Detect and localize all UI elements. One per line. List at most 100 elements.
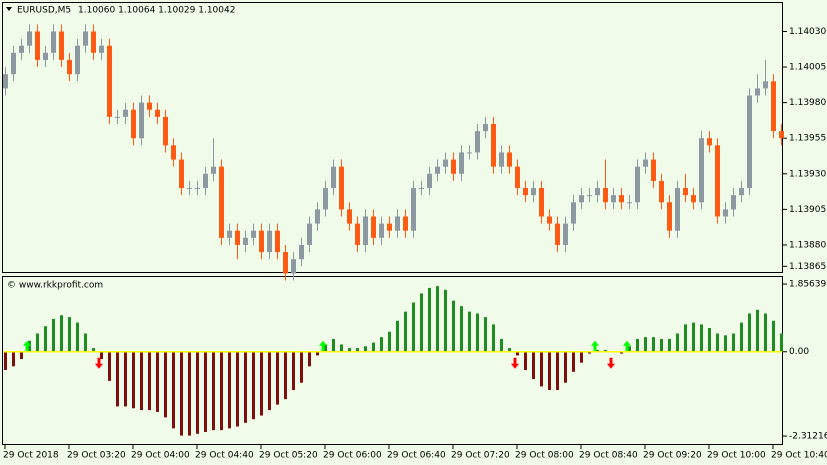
candle-body xyxy=(331,166,336,189)
candle-body xyxy=(515,166,520,189)
histogram-bar xyxy=(164,351,167,418)
histogram-bar xyxy=(420,293,423,352)
candle-body xyxy=(363,216,368,245)
histogram-bar xyxy=(764,313,767,352)
histogram-bar xyxy=(444,289,447,352)
histogram-bar xyxy=(100,351,103,360)
histogram-bar xyxy=(772,320,775,352)
histogram-bar xyxy=(20,351,23,360)
histogram-bar xyxy=(28,340,31,352)
histogram-bar xyxy=(596,349,599,352)
candle-body xyxy=(667,202,672,231)
candle-body xyxy=(35,31,40,60)
candle-body xyxy=(739,188,744,196)
histogram-bar xyxy=(244,351,247,423)
candle-body xyxy=(323,188,328,210)
x-tick-label: 29 Oct 04:00 xyxy=(131,451,190,461)
histogram-bar xyxy=(708,328,711,352)
histogram-bar xyxy=(396,320,399,352)
x-tick-label: 29 Oct 10:00 xyxy=(707,451,766,461)
y-tick-label: 1.13930 xyxy=(789,169,826,179)
x-tick-label: 29 Oct 10:40 xyxy=(771,451,827,461)
candle-body xyxy=(347,209,352,224)
candle-body xyxy=(275,230,280,253)
candle-body xyxy=(619,195,624,203)
candle-body xyxy=(491,123,496,167)
histogram-bar xyxy=(404,311,407,352)
histogram-bar xyxy=(620,351,623,354)
histogram-bar xyxy=(604,349,607,352)
candle-body xyxy=(115,116,120,118)
y-tick-label: 1.85639 xyxy=(789,280,826,290)
candle-body xyxy=(411,188,416,231)
histogram-bar xyxy=(356,348,359,352)
histogram-bar xyxy=(492,324,495,352)
candle-body xyxy=(731,195,736,210)
histogram-bar xyxy=(748,313,751,352)
histogram-bar xyxy=(180,351,183,436)
candle-body xyxy=(339,166,344,210)
histogram-bar xyxy=(60,315,63,352)
candle-body xyxy=(51,31,56,53)
candle-body xyxy=(723,209,728,217)
histogram-bar xyxy=(660,338,663,352)
candle-body xyxy=(691,195,696,203)
candle-body xyxy=(675,188,680,231)
candle-body xyxy=(395,216,400,231)
histogram-bar xyxy=(252,351,255,420)
histogram-bar xyxy=(308,351,311,367)
histogram-bar xyxy=(228,351,231,429)
histogram-bar xyxy=(724,335,727,352)
histogram-bar xyxy=(388,331,391,352)
candle-body xyxy=(83,31,88,46)
x-tick-label: 29 Oct 06:40 xyxy=(387,451,446,461)
candle-body xyxy=(435,166,440,174)
histogram-bar xyxy=(684,324,687,352)
candle-body xyxy=(699,138,704,203)
histogram-bar xyxy=(476,313,479,352)
histogram-bar xyxy=(516,351,519,356)
histogram-bar xyxy=(36,333,39,352)
candle-body xyxy=(195,188,200,190)
y-tick-label: 1.13865 xyxy=(789,262,826,272)
histogram-bar xyxy=(116,351,119,407)
histogram-bar xyxy=(780,333,783,352)
histogram-bar xyxy=(132,351,135,409)
candle-body xyxy=(211,166,216,174)
candle-body xyxy=(467,152,472,154)
candle-body xyxy=(171,145,176,160)
candle-body xyxy=(235,230,240,245)
menu-arrow[interactable] xyxy=(6,7,12,11)
candle-body xyxy=(715,145,720,217)
candle-body xyxy=(779,131,784,139)
candle-body xyxy=(763,81,768,89)
candle-body xyxy=(259,230,264,253)
candle-body xyxy=(579,195,584,203)
candle-body xyxy=(507,152,512,167)
sell-arrow xyxy=(607,357,615,369)
candle-body xyxy=(91,31,96,53)
sell-arrow xyxy=(95,357,103,369)
histogram-bar xyxy=(276,351,279,405)
histogram-bar xyxy=(644,337,647,352)
candle-body xyxy=(11,52,16,75)
candle-body xyxy=(451,159,456,174)
histogram-bar xyxy=(316,351,319,356)
candle-body xyxy=(595,188,600,196)
candle-body xyxy=(267,230,272,253)
x-tick-label: 29 Oct 09:20 xyxy=(643,451,702,461)
candle-body xyxy=(683,188,688,196)
candle-body xyxy=(227,230,232,238)
histogram-bar xyxy=(580,351,583,363)
candle-body xyxy=(475,131,480,153)
histogram-bar xyxy=(652,337,655,352)
histogram-bar xyxy=(148,351,151,411)
histogram-bar xyxy=(140,351,143,411)
buy-arrow xyxy=(319,340,327,352)
indicator-title: © www.rkkprofit.com xyxy=(7,281,103,291)
candle-body xyxy=(707,138,712,146)
histogram-bar xyxy=(4,351,7,370)
x-tick-label: 29 Oct 04:40 xyxy=(195,451,254,461)
